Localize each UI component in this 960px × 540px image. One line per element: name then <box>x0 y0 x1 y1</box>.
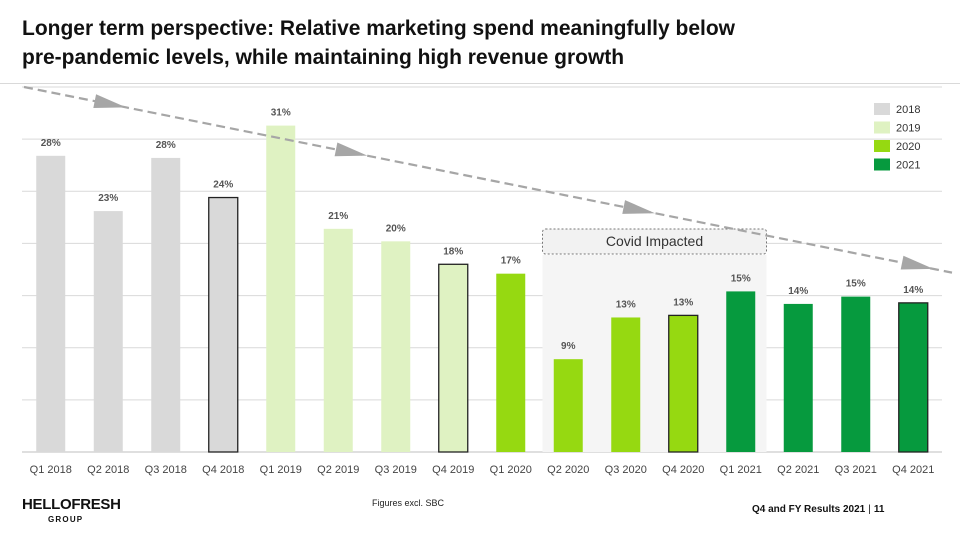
legend-label: 2021 <box>896 160 920 172</box>
x-tick-label: Q3 2021 <box>835 464 877 476</box>
bar <box>726 291 756 452</box>
trend-arrowhead <box>334 142 368 157</box>
chart-legend: 2018 2019 2020 2021 <box>874 103 920 172</box>
page-number: 11 <box>873 504 885 515</box>
title-divider <box>0 83 960 84</box>
trend-arrowhead <box>93 94 127 109</box>
x-tick-label: Q2 2021 <box>777 464 819 476</box>
bar-value-label: 17% <box>501 256 521 267</box>
x-tick-label: Q1 2018 <box>30 464 72 476</box>
bar-value-label: 15% <box>846 279 866 290</box>
bar <box>266 125 296 452</box>
legend-label: 2019 <box>896 123 920 135</box>
legend-swatch <box>874 103 890 115</box>
x-tick-label: Q3 2020 <box>605 464 647 476</box>
bar <box>93 211 123 452</box>
logo-subtitle: GROUP <box>48 515 84 524</box>
bar-value-label: 28% <box>156 140 176 151</box>
bar <box>668 314 699 453</box>
bar-value-label: 13% <box>673 297 693 308</box>
legend-swatch <box>874 140 890 152</box>
footer-separator: | <box>868 504 871 515</box>
trend-line <box>23 85 953 274</box>
x-tick-label: Q1 2021 <box>720 464 762 476</box>
bar-value-label: 24% <box>213 180 233 191</box>
bar <box>496 273 526 452</box>
bar <box>841 296 871 452</box>
title-line-1: Longer term perspective: Relative market… <box>22 17 736 40</box>
covid-label: Covid Impacted <box>606 233 703 249</box>
bar <box>151 157 181 452</box>
logo-wordmark: HELLOFRESH <box>22 496 121 513</box>
x-tick-label: Q2 2018 <box>87 464 129 476</box>
x-tick-label: Q3 2019 <box>375 464 417 476</box>
hellofresh-group-logo: HELLOFRESH GROUP <box>22 496 121 524</box>
bar-value-label: 20% <box>386 223 406 234</box>
footnote: Figures excl. SBC <box>372 498 445 508</box>
bar <box>208 196 239 453</box>
bar <box>783 303 813 452</box>
legend-label: 2020 <box>896 141 920 153</box>
x-tick-label: Q4 2021 <box>892 464 934 476</box>
bar <box>323 228 353 452</box>
covid-label-box <box>542 228 767 255</box>
legend-swatch <box>874 121 890 134</box>
bar-value-label: 13% <box>616 299 636 310</box>
chart-bars: 28% Q1 2018 23% Q2 2018 28% Q3 2018 24% Q4 2018… <box>30 108 935 476</box>
trend-arrowhead <box>900 255 934 270</box>
bar-value-label: 14% <box>903 285 923 296</box>
footer-text: Q4 and FY Results 2021 <box>752 504 866 515</box>
bar-value-label: 31% <box>271 108 291 119</box>
x-tick-label: Q2 2020 <box>547 464 589 476</box>
x-tick-label: Q1 2020 <box>490 464 532 476</box>
bar-value-label: 18% <box>443 246 463 257</box>
trend-dashed-line <box>23 85 953 274</box>
x-tick-label: Q2 2019 <box>317 464 359 476</box>
bar <box>898 302 929 453</box>
legend-swatch <box>874 158 890 171</box>
bar-value-label: 28% <box>41 138 61 149</box>
bar-value-label: 21% <box>328 211 348 222</box>
marketing-spend-bar-chart: Covid Impacted 28% Q1 2018 23% Q2 2018 28% Q3… <box>22 85 953 476</box>
x-tick-label: Q4 2019 <box>432 464 474 476</box>
bar <box>611 317 641 452</box>
bar-value-label: 9% <box>561 341 576 352</box>
bar <box>36 155 66 453</box>
trend-arrowhead <box>622 200 656 214</box>
x-tick-label: Q3 2018 <box>145 464 187 476</box>
x-tick-label: Q4 2018 <box>202 464 244 476</box>
title-line-2: pre-pandemic levels, while maintaining h… <box>22 46 625 69</box>
bar <box>438 263 469 453</box>
bar-value-label: 15% <box>731 273 751 284</box>
bar-value-label: 14% <box>788 286 808 297</box>
x-tick-label: Q4 2020 <box>662 464 704 476</box>
bar-value-label: 23% <box>98 193 118 204</box>
bar <box>381 241 411 452</box>
x-tick-label: Q1 2019 <box>260 464 302 476</box>
bar <box>553 359 583 452</box>
slide-title: Longer term perspective: Relative market… <box>22 14 922 72</box>
footer: Q4 and FY Results 2021 | 11 <box>752 504 884 515</box>
legend-label: 2018 <box>896 104 920 116</box>
